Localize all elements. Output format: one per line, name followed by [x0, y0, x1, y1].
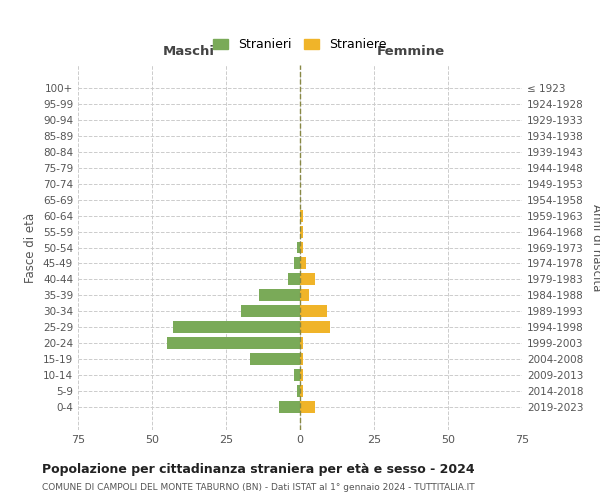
Bar: [173, 322, 300, 334]
Bar: [297, 242, 300, 254]
Bar: [294, 370, 300, 382]
Bar: [300, 290, 309, 302]
Bar: [259, 290, 300, 302]
Bar: [250, 354, 300, 366]
Bar: [300, 322, 329, 334]
Bar: [300, 274, 315, 285]
Bar: [300, 226, 303, 237]
Bar: [297, 386, 300, 398]
Y-axis label: Anni di nascita: Anni di nascita: [590, 204, 600, 291]
Bar: [294, 258, 300, 270]
Bar: [300, 338, 303, 349]
Bar: [300, 210, 303, 222]
Text: Femmine: Femmine: [377, 44, 445, 58]
Bar: [300, 370, 303, 382]
Bar: [288, 274, 300, 285]
Bar: [300, 402, 315, 413]
Bar: [300, 354, 303, 366]
Bar: [300, 242, 303, 254]
Text: Popolazione per cittadinanza straniera per età e sesso - 2024: Popolazione per cittadinanza straniera p…: [42, 462, 475, 475]
Bar: [279, 402, 300, 413]
Legend: Stranieri, Straniere: Stranieri, Straniere: [209, 34, 391, 55]
Y-axis label: Fasce di età: Fasce di età: [25, 212, 37, 282]
Text: COMUNE DI CAMPOLI DEL MONTE TABURNO (BN) - Dati ISTAT al 1° gennaio 2024 - TUTTI: COMUNE DI CAMPOLI DEL MONTE TABURNO (BN)…: [42, 482, 475, 492]
Text: Maschi: Maschi: [163, 44, 215, 58]
Bar: [300, 386, 303, 398]
Bar: [300, 306, 326, 318]
Bar: [300, 258, 306, 270]
Bar: [167, 338, 300, 349]
Bar: [241, 306, 300, 318]
